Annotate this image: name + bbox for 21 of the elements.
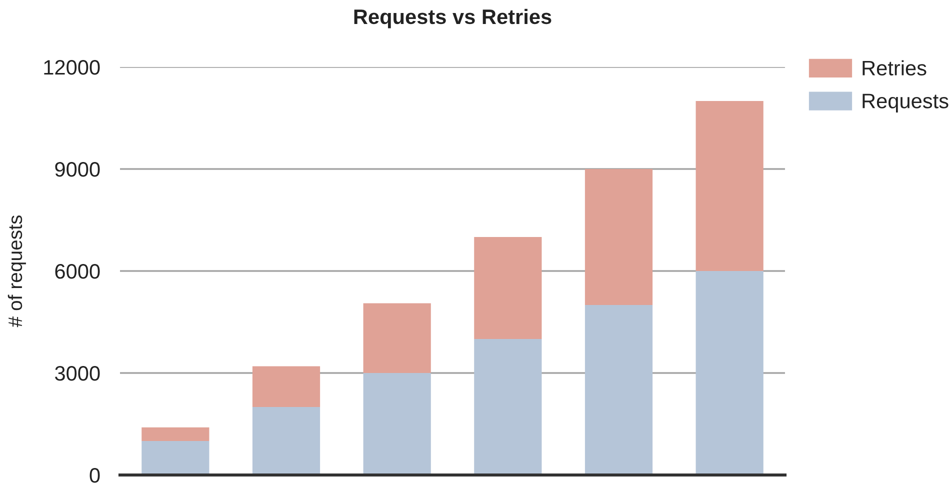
bar <box>142 441 210 475</box>
y-tick-label: 12000 <box>44 60 100 75</box>
legend-label: Requests <box>862 94 948 112</box>
legend-label: Retries <box>862 60 926 76</box>
y-tick-label: 9000 <box>55 162 100 177</box>
bar <box>696 271 764 475</box>
bar <box>584 305 653 475</box>
y-tick-label: 0 <box>90 468 100 483</box>
bar <box>696 101 764 271</box>
y-axis-title: # of requests <box>8 215 26 328</box>
y-tick-label: 3000 <box>55 366 100 381</box>
bar <box>252 407 320 475</box>
bar <box>252 366 320 407</box>
chart-title: Requests vs Retries <box>354 8 552 28</box>
bar <box>584 169 653 305</box>
bar <box>363 303 431 373</box>
bar <box>474 339 542 475</box>
y-tick-label: 6000 <box>55 264 100 279</box>
bar <box>363 373 431 475</box>
bar <box>474 237 542 339</box>
bar <box>142 427 210 441</box>
